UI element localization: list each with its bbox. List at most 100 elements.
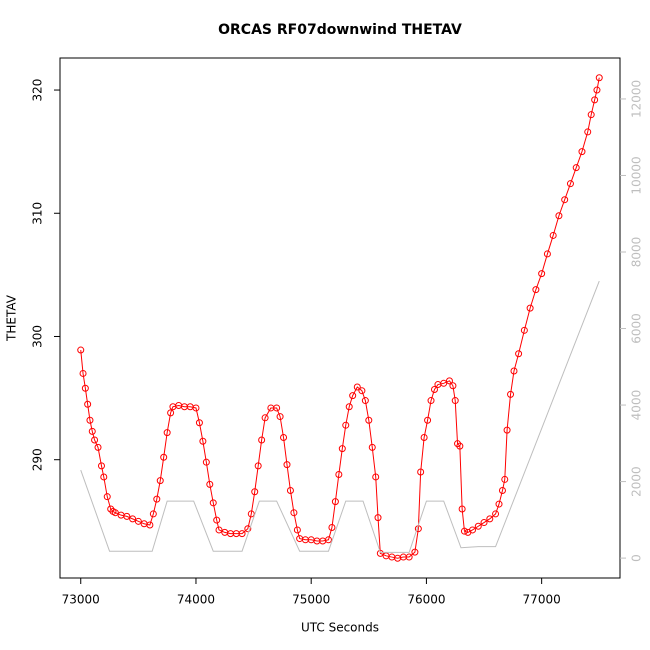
point [458, 505, 466, 513]
point [480, 519, 488, 527]
point [244, 525, 252, 533]
point [549, 231, 557, 239]
point [349, 392, 357, 400]
point [261, 414, 269, 422]
x-tick-label: 75000 [292, 593, 330, 607]
y2-tick-label: 10000 [630, 156, 644, 194]
y2-tick-label: 4000 [630, 390, 644, 421]
point [368, 443, 376, 451]
point [335, 470, 343, 478]
point [111, 509, 119, 517]
point [532, 286, 540, 294]
point [215, 526, 223, 534]
point [251, 488, 259, 496]
x-tick-label: 77000 [523, 593, 561, 607]
chart-title: ORCAS RF07downwind THETAV [218, 22, 462, 38]
point [192, 404, 200, 412]
point [561, 196, 569, 204]
point [88, 427, 96, 435]
point [206, 480, 214, 488]
point [328, 523, 336, 531]
point [510, 367, 518, 375]
point [456, 442, 464, 450]
point [238, 530, 246, 538]
point [103, 493, 111, 501]
point [97, 462, 105, 470]
point [123, 512, 131, 520]
point [293, 526, 301, 534]
point [134, 517, 142, 525]
point [405, 553, 413, 561]
point [501, 475, 509, 483]
point [345, 403, 353, 411]
point [331, 498, 339, 506]
point [94, 443, 102, 451]
point [199, 437, 207, 445]
point [324, 536, 332, 544]
x-axis-label: UTC Seconds [301, 621, 379, 635]
y-tick-label: 300 [31, 325, 45, 348]
y-tick-label: 320 [31, 79, 45, 102]
point [520, 326, 528, 334]
point [276, 413, 284, 421]
point [167, 409, 175, 417]
point [77, 346, 85, 354]
point [498, 487, 506, 495]
point [129, 515, 137, 523]
point [460, 527, 468, 535]
point [591, 96, 599, 104]
point [79, 369, 87, 377]
point [286, 487, 294, 495]
point [254, 462, 262, 470]
point [195, 419, 203, 427]
point [213, 516, 221, 524]
point [495, 500, 503, 508]
point [273, 404, 281, 412]
point [417, 468, 425, 476]
point [290, 509, 298, 517]
point [543, 250, 551, 258]
point [338, 445, 346, 453]
point [81, 384, 89, 392]
point [374, 514, 382, 522]
point [91, 436, 99, 444]
x-tick-label: 74000 [177, 593, 215, 607]
point [353, 383, 361, 391]
y-tick-label: 290 [31, 448, 45, 471]
point [449, 382, 457, 390]
point [492, 510, 500, 518]
series-line [80, 280, 600, 553]
point [342, 421, 350, 429]
plot-frame [59, 57, 621, 579]
point [440, 379, 448, 387]
point [503, 426, 511, 434]
point [595, 74, 603, 82]
point [486, 515, 494, 523]
point [146, 521, 154, 529]
point [361, 397, 369, 405]
point [358, 387, 366, 395]
y-axis-label: THETAV [5, 294, 19, 342]
y2-tick-label: 6000 [630, 313, 644, 344]
point [507, 390, 515, 398]
point [411, 548, 419, 556]
point [149, 510, 157, 518]
x-tick-label: 76000 [407, 593, 445, 607]
point [156, 477, 164, 485]
point [445, 377, 453, 385]
point [258, 436, 266, 444]
y2-tick-label: 0 [630, 554, 644, 562]
y2-tick-label: 2000 [630, 466, 644, 497]
point [430, 385, 438, 393]
point [153, 495, 161, 503]
point [474, 522, 482, 530]
point [572, 164, 580, 172]
y-tick-label: 310 [31, 202, 45, 225]
point [163, 429, 171, 437]
point [515, 350, 523, 358]
point [538, 270, 546, 278]
point [566, 180, 574, 188]
point [376, 549, 384, 557]
series-line [80, 77, 600, 559]
